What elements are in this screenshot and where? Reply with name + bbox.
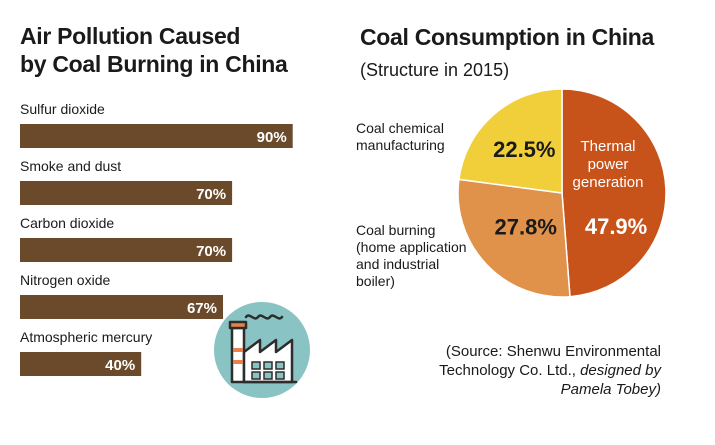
pie-label-burning-text: Coal burning (home application and indus…: [356, 222, 467, 289]
source-line2: Technology Co. Ltd., designed by: [439, 361, 661, 380]
pie-inline-label-thermal: power: [588, 156, 629, 173]
pie-label-burning: Coal burning (home application and indus…: [356, 222, 476, 290]
pie-slice: [561, 88, 667, 298]
bar-category-label: Smoke and dust: [20, 158, 122, 174]
bar-chart-title-line1: Air Pollution Caused: [20, 23, 241, 49]
bar: [20, 295, 224, 319]
bar: [20, 181, 233, 205]
pie-value-label: 27.8%: [495, 214, 557, 239]
bar-value-label: 67%: [187, 300, 217, 317]
bar-category-label: Carbon dioxide: [20, 215, 115, 231]
source-line2-plain: Technology Co. Ltd.,: [439, 362, 581, 379]
bar-value-label: 40%: [105, 357, 135, 374]
bar-chart-title: Air Pollution Caused by Coal Burning in …: [20, 22, 288, 78]
pie-value-label: 22.5%: [493, 137, 555, 162]
pie-chart-title: Coal Consumption in China: [360, 24, 655, 50]
source-line2-italic: designed by: [580, 362, 661, 379]
source-line1: (Source: Shenwu Environmental: [445, 343, 661, 360]
bar-value-label: 70%: [196, 186, 226, 203]
source-line3-italic: Pamela Tobey): [560, 381, 661, 398]
pie-inline-label-thermal: generation: [573, 174, 644, 191]
pie-slice: [458, 88, 563, 194]
bar-value-label: 90%: [257, 129, 287, 146]
bar-category-label: Nitrogen oxide: [20, 272, 111, 288]
bar: [20, 238, 233, 262]
pie-slice: [457, 178, 571, 298]
pie-value-label: 47.9%: [585, 214, 647, 239]
source-line3: Pamela Tobey): [439, 380, 661, 399]
bar: [20, 124, 293, 148]
bar-category-label: Atmospheric mercury: [20, 329, 153, 345]
bar: [20, 352, 142, 376]
bar-value-label: 70%: [196, 243, 226, 260]
source-note: (Source: Shenwu Environmental Technology…: [439, 342, 661, 399]
pie-label-chemical-text: Coal chemical manufacturing: [356, 120, 445, 153]
pie-inline-label-thermal: Thermal: [580, 138, 635, 155]
pie-chart-subtitle: (Structure in 2015): [360, 60, 510, 80]
pie-label-chemical: Coal chemical manufacturing: [356, 120, 468, 154]
bar-chart-title-line2: by Coal Burning in China: [20, 51, 288, 77]
bar-category-label: Sulfur dioxide: [20, 101, 105, 117]
